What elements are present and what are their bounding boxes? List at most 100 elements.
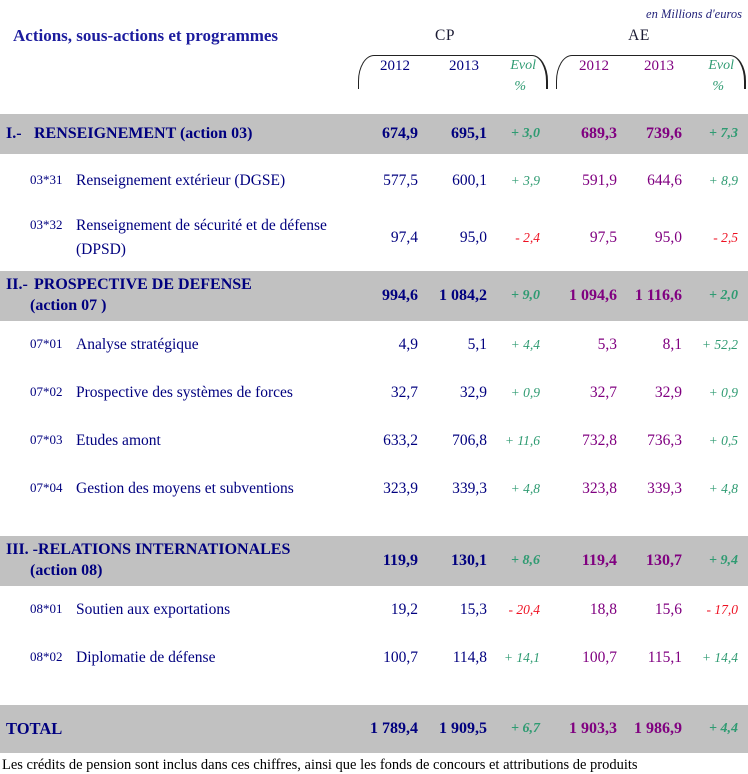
section-numeral: III. - — [6, 541, 39, 559]
cp-2012-value: 100,7 — [383, 649, 418, 666]
ae-2013-value: 15,6 — [654, 601, 682, 618]
section-row-renseignement: I.- RENSEIGNEMENT (action 03) 674,9 695,1… — [0, 114, 748, 154]
cp-2012-value: 19,2 — [390, 601, 418, 618]
sub-action-label: 07*04 Gestion des moyens et subventions — [0, 477, 350, 501]
column-group-ae: AE — [628, 27, 650, 44]
cp-bracket-shape — [358, 55, 548, 89]
ae-2013-total: 1 986,9 — [634, 720, 682, 737]
ae-2013-value: 32,9 — [654, 384, 682, 401]
cp-2013-value: 114,8 — [452, 649, 487, 666]
cp-evol-value: + 3,9 — [510, 173, 540, 188]
ae-2012-total: 1 903,3 — [569, 720, 617, 737]
ae-2012-value: 100,7 — [582, 649, 617, 666]
ae-2013-value: 1 116,6 — [634, 287, 682, 304]
cp-2012-value: 119,9 — [382, 552, 418, 569]
sub-action-name: Diplomatie de défense — [76, 648, 216, 666]
cp-2012-value: 994,6 — [382, 287, 418, 304]
sub-action-label: 03*32 Renseignement de sécurité et de dé… — [0, 214, 350, 262]
sub-action-name: Analyse stratégique — [76, 335, 199, 353]
ae-evol-header: Evol — [708, 58, 734, 73]
sub-action-label: 08*02 Diplomatie de défense — [0, 646, 350, 670]
section-row-prospective: II.- PROSPECTIVE DE DEFENSE (action 07 ) … — [0, 271, 748, 321]
cp-2013-value: 706,8 — [452, 432, 487, 449]
ae-2012-value: 1 094,6 — [569, 287, 617, 304]
ae-2013-value: 115,1 — [647, 649, 682, 666]
ae-2012-value: 97,5 — [589, 229, 617, 246]
ae-2013-value: 644,6 — [647, 172, 682, 189]
table-row-07-02: 07*02 Prospective des systèmes de forces… — [0, 369, 748, 417]
years-header-block: 2012 2013 Evol 2012 2013 Evol % % — [0, 53, 748, 105]
spacer — [0, 79, 350, 99]
cp-2013-value: 95,0 — [459, 229, 487, 246]
section-subtitle: (action 07 ) — [30, 297, 107, 314]
cp-2012-value: 323,9 — [383, 480, 418, 497]
ae-evol-value: + 7,3 — [709, 126, 738, 141]
cp-2012-value: 4,9 — [398, 336, 418, 353]
section-label: II.- PROSPECTIVE DE DEFENSE (action 07 ) — [0, 275, 350, 317]
cp-evol-value: + 4,4 — [510, 337, 540, 352]
sub-action-label: 07*02 Prospective des systèmes de forces — [0, 381, 350, 405]
ae-2013-value: 8,1 — [662, 336, 682, 353]
table-row-03-31: 03*31 Renseignement extérieur (DGSE) 577… — [0, 154, 748, 208]
cp-evol-value: + 14,1 — [503, 650, 540, 665]
section-subtitle: (action 08) — [30, 562, 103, 579]
ae-evol-total: + 4,4 — [709, 721, 738, 736]
ae-evol-value: - 2,5 — [713, 230, 738, 245]
section-label: I.- RENSEIGNEMENT (action 03) — [0, 124, 350, 145]
ae-evol-value: + 14,4 — [701, 650, 738, 665]
ae-2013-value: 339,3 — [647, 480, 682, 497]
sub-action-code: 07*01 — [30, 335, 63, 351]
section-title: RENSEIGNEMENT (action 03) — [34, 124, 253, 142]
years-row: 2012 2013 Evol 2012 2013 Evol — [0, 53, 748, 79]
sub-action-name: Renseignement de sécurité et de défense … — [76, 216, 327, 258]
cp-2013-value: 339,3 — [452, 480, 487, 497]
cp-evol-header: Evol — [510, 58, 536, 73]
sub-action-label: 07*03 Etudes amont — [0, 429, 350, 453]
units-note: en Millions d'euros — [646, 7, 742, 21]
cp-evol-value: + 0,9 — [510, 385, 540, 400]
table-row-07-03: 07*03 Etudes amont 633,2 706,8 + 11,6 73… — [0, 417, 748, 465]
footnote: Les crédits de pension sont inclus dans … — [2, 757, 638, 773]
cp-evol-value: + 3,0 — [511, 126, 540, 141]
sub-action-code: 03*31 — [30, 171, 63, 187]
cp-evol-value: + 11,6 — [504, 433, 540, 448]
percent-row: % % — [0, 79, 748, 99]
sub-action-code: 07*03 — [30, 431, 63, 447]
ae-evol-value: + 8,9 — [708, 173, 738, 188]
sub-action-name: Etudes amont — [76, 431, 161, 449]
ae-2013-value: 95,0 — [654, 229, 682, 246]
ae-evol-value: - 17,0 — [706, 602, 739, 617]
ae-2012-value: 119,4 — [581, 552, 617, 569]
cp-year-2013-header: 2013 — [449, 57, 479, 74]
ae-2012-value: 32,7 — [589, 384, 617, 401]
cp-evol-value: + 8,6 — [511, 553, 540, 568]
ae-evol-value: + 0,9 — [708, 385, 738, 400]
ae-evol-value: + 4,8 — [708, 481, 738, 496]
ae-evol-value: + 52,2 — [701, 337, 738, 352]
ae-percent-sign: % — [712, 79, 724, 94]
cp-2012-value: 97,4 — [390, 229, 418, 246]
cp-2013-total: 1 909,5 — [439, 720, 487, 737]
page-title: Actions, sous-actions et programmes — [13, 26, 279, 45]
section-numeral: II.- — [6, 276, 28, 294]
cp-2012-value: 32,7 — [390, 384, 418, 401]
table-header-row: Actions, sous-actions et programmes CP A… — [0, 23, 748, 49]
ae-evol-value: + 9,4 — [709, 553, 738, 568]
cp-2012-total: 1 789,4 — [370, 720, 418, 737]
section-title: PROSPECTIVE DE DEFENSE — [34, 276, 252, 294]
ae-2012-value: 591,9 — [582, 172, 617, 189]
ae-2012-value: 323,8 — [582, 480, 617, 497]
sub-action-name: Soutien aux exportations — [76, 600, 231, 618]
ae-2012-value: 18,8 — [589, 601, 617, 618]
sub-action-code: 07*04 — [30, 479, 63, 495]
cp-2012-value: 674,9 — [382, 125, 418, 142]
cp-2013-value: 5,1 — [467, 336, 487, 353]
cp-evol-value: + 4,8 — [510, 481, 540, 496]
cp-2013-value: 15,3 — [459, 601, 487, 618]
sub-action-label: 07*01 Analyse stratégique — [0, 333, 350, 357]
cp-2013-value: 32,9 — [459, 384, 487, 401]
ae-bracket-shape — [556, 55, 746, 89]
section-title: RELATIONS INTERNATIONALES — [38, 541, 291, 559]
sub-action-code: 08*01 — [30, 600, 63, 616]
section-row-relations: III. -RELATIONS INTERNATIONALES (action … — [0, 536, 748, 586]
